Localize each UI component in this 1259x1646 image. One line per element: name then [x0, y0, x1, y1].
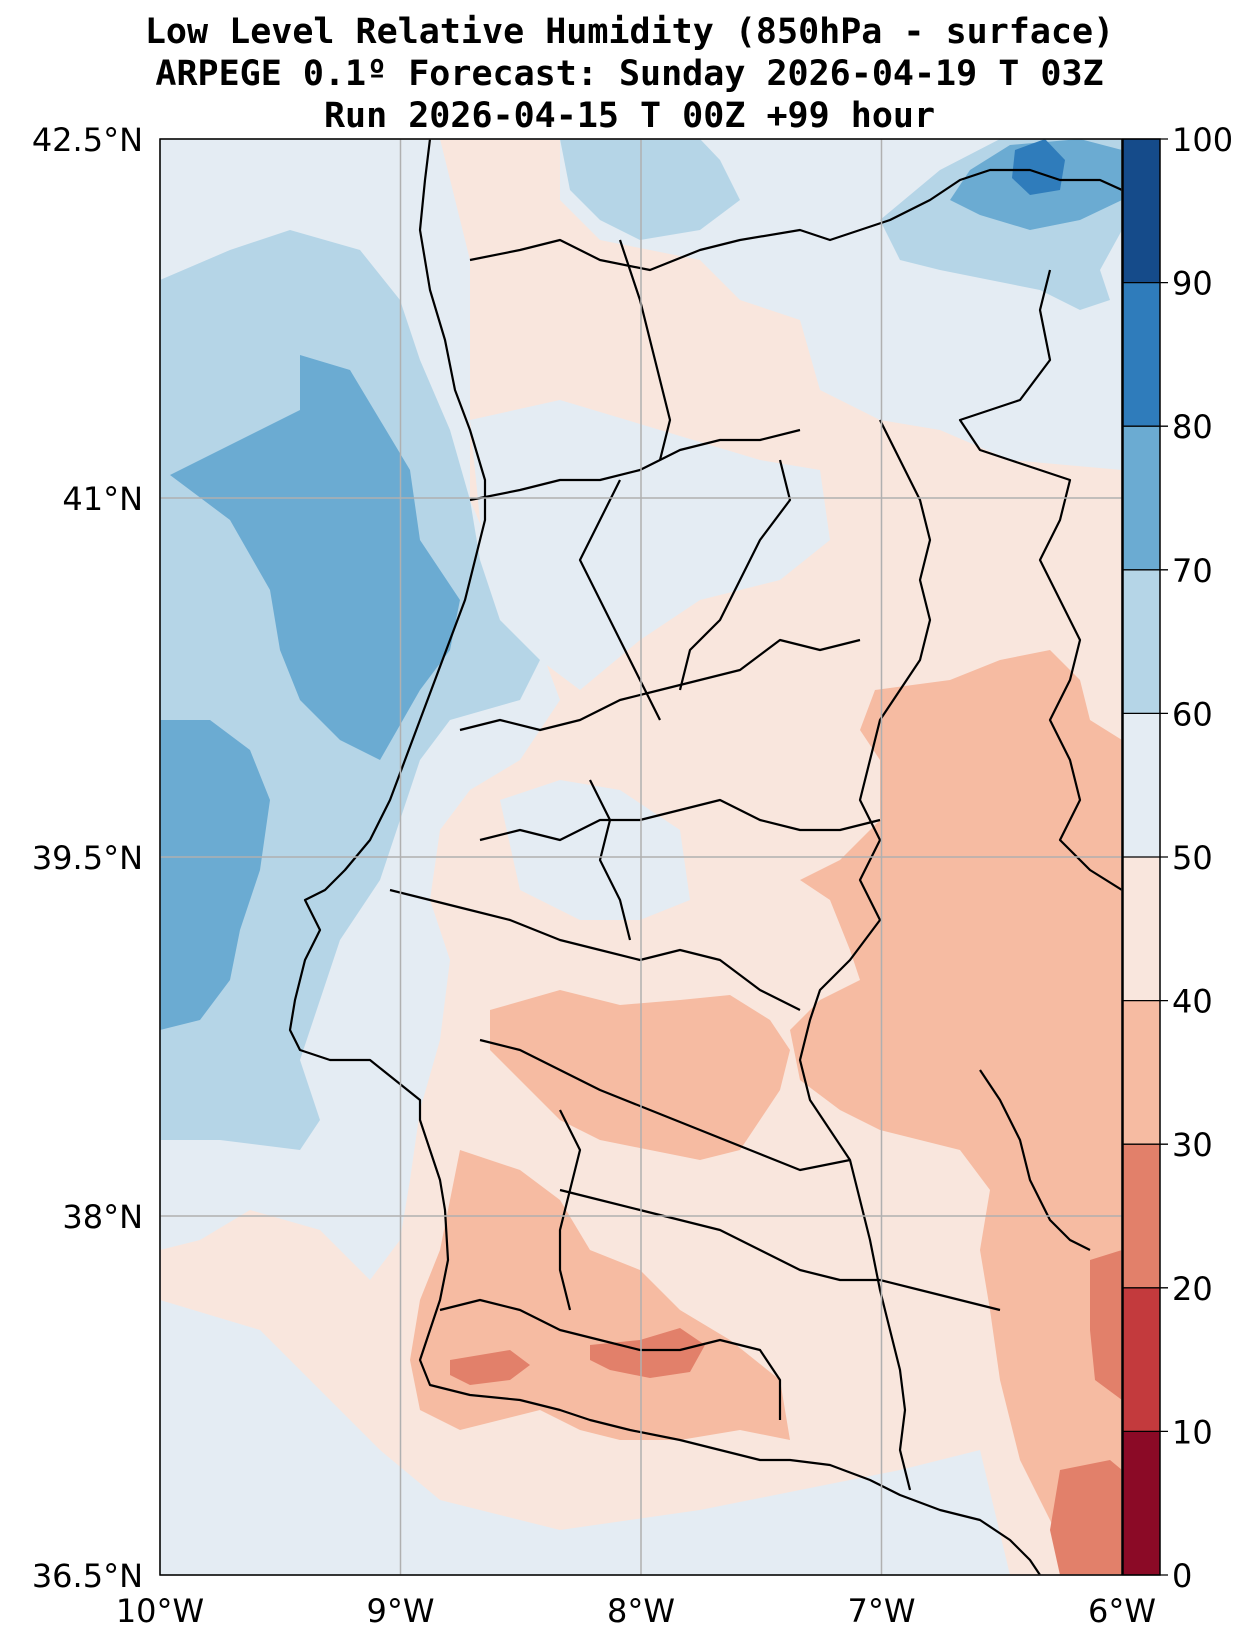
lon-tick-label: 8°W — [607, 1592, 675, 1630]
humidity-20-30-guadalquivir — [1050, 1460, 1122, 1575]
colorbar-blocks — [1123, 139, 1160, 1575]
lon-axis-labels: 10°W 9°W 8°W 7°W 6°W — [116, 1592, 1156, 1630]
lon-tick-label: 6°W — [1088, 1592, 1156, 1630]
lon-tick-label: 9°W — [367, 1592, 435, 1630]
colorbar-block — [1123, 857, 1160, 1001]
border-east — [958, 269, 1122, 891]
colorbar-block — [1123, 569, 1160, 714]
humidity-50-60-south-sea — [160, 1300, 1010, 1575]
colorbar-tick-label: 30 — [1172, 1126, 1213, 1164]
map-title-line-2: ARPEGE 0.1º Forecast: Sunday 2026-04-19 … — [155, 54, 1104, 94]
map-panel: 42.5°N 41°N 39.5°N 38°N 36.5°N 10°W 9°W 8°W 7°W… — [32, 121, 1156, 1630]
colorbar-block — [1123, 1000, 1160, 1145]
humidity-30-40-alentejo — [490, 990, 790, 1160]
district-border-12 — [558, 1109, 582, 1311]
district-border-13 — [979, 1069, 1091, 1251]
colorbar-tick-label: 80 — [1172, 408, 1213, 446]
lat-tick-label: 39.5°N — [32, 839, 143, 877]
colorbar-tick-label: 20 — [1172, 1270, 1213, 1308]
border-north — [469, 168, 1122, 272]
colorbar-tick-label: 70 — [1172, 552, 1213, 590]
district-border-2 — [459, 638, 861, 732]
map-title-line-1: Low Level Relative Humidity (850hPa - su… — [144, 12, 1115, 52]
district-border-4 — [389, 888, 801, 1011]
district-border-11 — [589, 779, 632, 941]
colorbar-tick-label: 10 — [1172, 1413, 1213, 1451]
district-border-10 — [678, 459, 792, 691]
humidity-60-70-north — [560, 139, 740, 240]
lat-axis-labels: 42.5°N 41°N 39.5°N 38°N 36.5°N — [32, 121, 143, 1595]
humidity-50-60-minho — [470, 400, 830, 690]
map-title-line-3: Run 2026-04-15 T 00Z +99 hour — [323, 96, 936, 136]
humidity-20-30-southeast — [1090, 1250, 1122, 1400]
colorbar-tick-label: 0 — [1172, 1557, 1192, 1595]
coastline-and-borders — [288, 139, 1122, 1575]
lon-tick-label: 7°W — [848, 1592, 916, 1630]
humidity-70-80-west — [160, 720, 270, 1030]
humidity-20-30-algarve-west — [450, 1350, 530, 1385]
lat-tick-label: 42.5°N — [32, 121, 143, 159]
colorbar-block — [1123, 1144, 1160, 1288]
colorbar-tick-label: 100 — [1172, 121, 1233, 159]
colorbar-tick-label: 60 — [1172, 695, 1213, 733]
coastline — [288, 139, 1041, 1575]
lat-tick-label: 38°N — [62, 1198, 143, 1236]
district-border-8 — [618, 239, 672, 461]
colorbar-tick-label: 50 — [1172, 839, 1213, 877]
humidity-80-90-northeast — [1012, 139, 1065, 195]
lat-tick-label: 36.5°N — [32, 1557, 143, 1595]
humidity-50-60-center — [500, 780, 690, 920]
district-border-1 — [469, 428, 801, 502]
map-frame — [159, 138, 1123, 1576]
colorbar-tick-label: 40 — [1172, 983, 1213, 1021]
colorbar: 0 10 20 30 40 50 60 70 80 90 100 — [1122, 121, 1233, 1595]
lat-tick-label: 41°N — [62, 480, 143, 518]
colorbar-block — [1123, 713, 1160, 857]
lon-tick-label: 10°W — [116, 1592, 204, 1630]
district-border-3 — [479, 798, 881, 842]
colorbar-block — [1123, 1287, 1160, 1432]
border-spain-portugal — [798, 419, 932, 1491]
colorbar-block — [1123, 426, 1160, 570]
district-border-5 — [479, 1038, 851, 1172]
humidity-70-80-offshore — [170, 355, 460, 760]
district-border-6 — [559, 1188, 1001, 1312]
colorbar-block — [1123, 282, 1160, 427]
district-border-9 — [578, 479, 661, 721]
humidity-30-40-east — [790, 650, 1122, 1575]
colorbar-tick-label: 90 — [1172, 265, 1213, 303]
colorbar-block — [1123, 139, 1160, 283]
colorbar-block — [1123, 1431, 1160, 1575]
district-border-7 — [439, 1298, 782, 1420]
colorbar-ticks: 0 10 20 30 40 50 60 70 80 90 100 — [1123, 121, 1233, 1595]
humidity-20-30-algarve-central — [590, 1328, 705, 1378]
